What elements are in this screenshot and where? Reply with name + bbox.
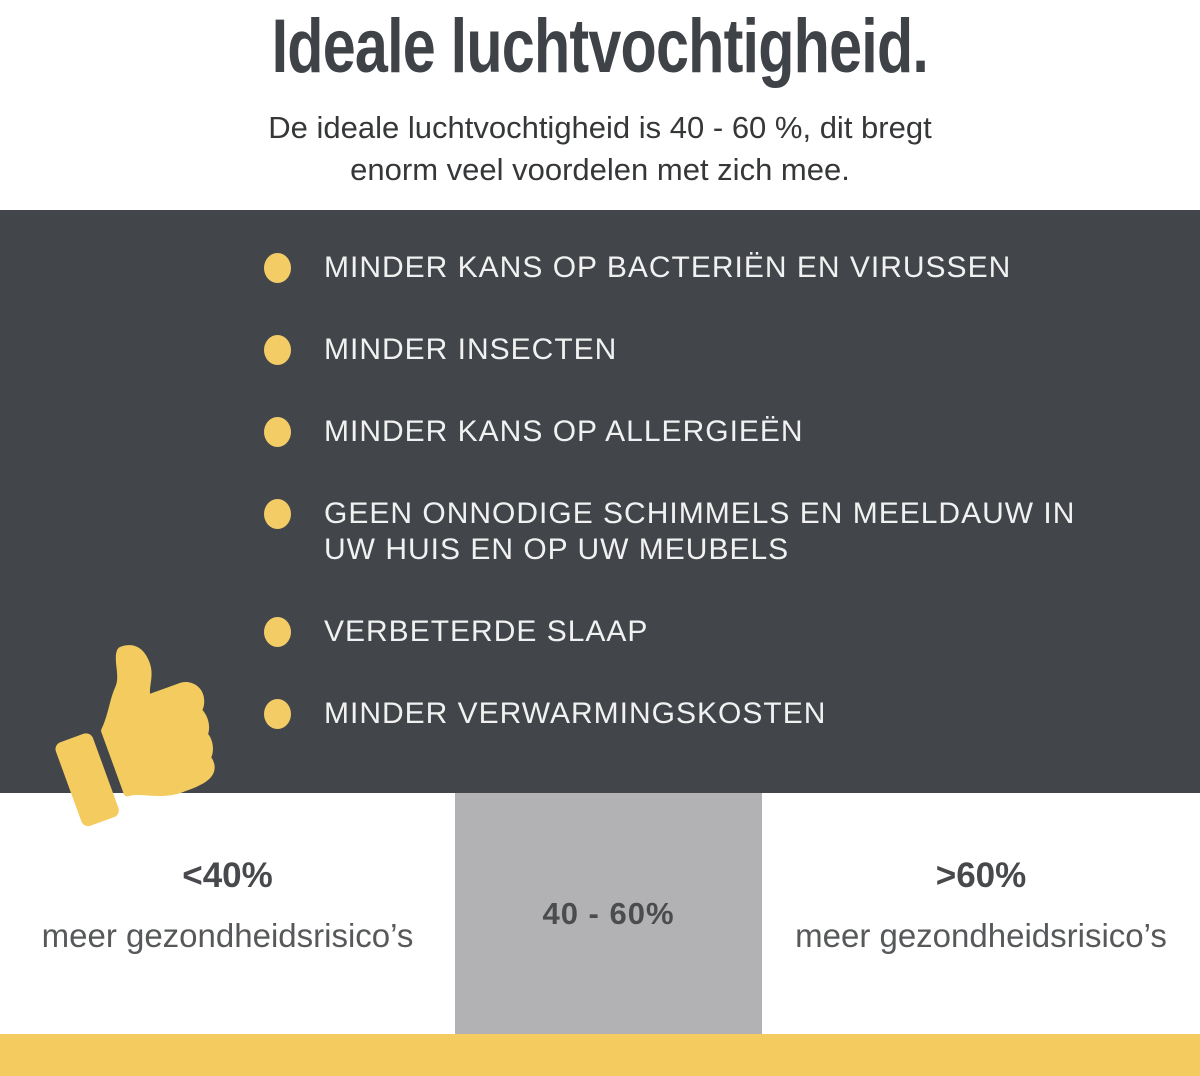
benefit-item: MINDER KANS OP ALLERGIEËN [264,414,1075,450]
benefit-label: MINDER KANS OP ALLERGIEËN [324,415,804,448]
bullet-dot-icon [264,617,291,647]
bullet-dot-icon [264,335,291,365]
benefit-item: GEEN ONNODIGE SCHIMMELS EN MEELDAUW IN U… [264,496,1075,568]
benefit-item: MINDER INSECTEN [264,332,1075,368]
scale-ideal-zone: 40 - 60% [455,793,762,1034]
benefit-item: VERBETERDE SLAAP [264,614,1075,650]
benefit-item: MINDER KANS OP BACTERIËN EN VIRUSSEN [264,250,1075,286]
bullet-dot-icon [264,417,291,447]
benefit-label: VERBETERDE SLAAP [324,615,649,648]
scale-high-caption: meer gezondheidsrisico’s [795,917,1167,954]
page-title-text: Ideale luchtvochtigheid. [271,4,929,90]
scale-ideal-range: 40 - 60% [542,895,675,931]
benefit-label: MINDER INSECTEN [324,333,618,366]
bullet-dot-icon [264,699,291,729]
benefit-label: MINDER VERWARMINGSKOSTEN [324,697,827,730]
scale-high-zone: >60% meer gezondheidsrisico’s [762,856,1200,956]
benefit-label: MINDER KANS OP BACTERIËN EN VIRUSSEN [324,251,1012,284]
benefit-label: GEEN ONNODIGE SCHIMMELS EN MEELDAUW IN U… [324,497,1076,566]
page-title: Ideale luchtvochtigheid. [0,9,1200,85]
benefit-item: MINDER VERWARMINGSKOSTEN [264,696,1075,732]
benefits-list: MINDER KANS OP BACTERIËN EN VIRUSSEN MIN… [264,250,1075,732]
scale-low-zone: <40% meer gezondheidsrisico’s [0,856,455,956]
scale-high-range: >60% [935,856,1027,895]
bullet-dot-icon [264,253,291,283]
thumbs-up-icon [30,626,233,829]
scale-low-caption: meer gezondheidsrisico’s [41,917,414,954]
page-subtitle: De ideale luchtvochtigheid is 40 - 60 %,… [268,110,932,187]
footer-accent-bar [0,1034,1200,1076]
bullet-dot-icon [264,499,291,529]
scale-low-range: <40% [182,856,273,895]
